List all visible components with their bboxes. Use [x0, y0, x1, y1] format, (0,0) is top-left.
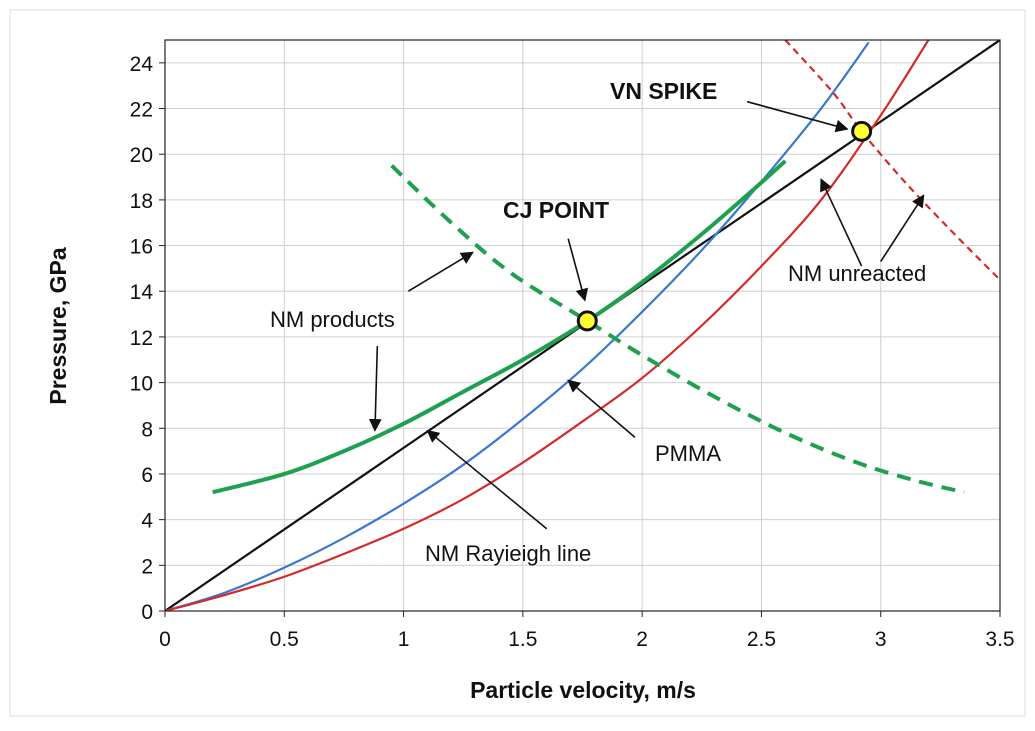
image-frame	[9, 9, 1026, 717]
y-tick-label-9: 18	[130, 190, 153, 213]
vn-spike-marker	[851, 120, 873, 142]
x-tick-label-4: 2	[636, 628, 648, 651]
series-nm-products-reflected	[390, 164, 965, 495]
y-tick-label-8: 16	[130, 236, 153, 259]
rayleigh-arrow	[426, 429, 548, 530]
y-tick-label-3: 6	[141, 464, 153, 487]
highlight-points	[576, 120, 873, 332]
y-tick-label-6: 12	[130, 327, 153, 350]
vn-spike-arrow	[746, 100, 849, 133]
nm-unreacted-annotation: NM unreacted	[788, 261, 926, 286]
x-tick-label-0: 0	[159, 628, 171, 651]
plot-border	[164, 39, 1001, 612]
nm-products-arrow-1	[407, 251, 474, 292]
x-axis-label: Particle velocity, m/s	[470, 677, 696, 703]
y-tick-label-7: 14	[130, 281, 154, 304]
pmma-annotation: PMMA	[655, 441, 721, 466]
y-tick-label-2: 4	[141, 510, 153, 533]
y-tick-label-10: 20	[130, 144, 153, 167]
nm-products-arrow-2	[368, 346, 382, 432]
series-nm-unreacted-hugoniot	[165, 40, 930, 611]
y-tick-label-5: 10	[130, 373, 153, 396]
annotation-arrows	[368, 100, 925, 530]
x-axis-ticks: 0 0.5 1 1.5 2 2.5 3 3.5	[159, 611, 1015, 651]
series-nm-unreacted-reflected	[784, 40, 1000, 281]
x-tick-label-1: 0.5	[270, 628, 299, 651]
x-tick-label-5: 2.5	[747, 628, 776, 651]
x-tick-label-3: 1.5	[508, 628, 537, 651]
y-tick-label-4: 8	[141, 418, 153, 441]
y-tick-label-11: 22	[130, 99, 153, 122]
x-tick-label-6: 3	[875, 628, 887, 651]
pmma-arrow	[567, 379, 636, 439]
y-tick-label-0: 0	[141, 601, 153, 624]
cj-point-label: CJ POINT	[503, 197, 609, 223]
y-tick-label-1: 2	[141, 555, 153, 578]
cj-point-marker	[576, 310, 598, 332]
series-nm-products-hugoniot	[212, 159, 787, 495]
y-tick-label-12: 24	[130, 53, 154, 76]
nm-products-annotation: NM products	[270, 307, 395, 332]
y-axis-label: Pressure, GPa	[45, 247, 71, 404]
nm-unreacted-arrow-2	[880, 194, 925, 262]
vn-spike-label: VN SPIKE	[610, 78, 717, 104]
x-tick-label-2: 1	[398, 628, 410, 651]
nm-unreacted-arrow-1	[820, 178, 863, 267]
x-tick-label-7: 3.5	[985, 628, 1014, 651]
cj-point-arrow	[567, 238, 589, 302]
nm-rayleigh-annotation: NM Rayieigh line	[425, 541, 591, 566]
